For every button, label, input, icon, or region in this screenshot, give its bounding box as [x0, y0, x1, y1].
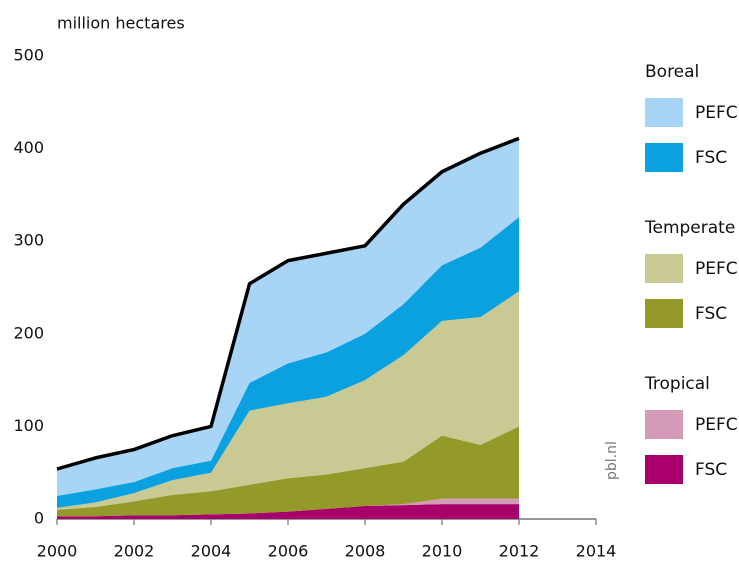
x-tick-label: 2004	[191, 542, 232, 561]
legend-label: PEFC	[695, 415, 738, 435]
x-tick-label: 2012	[499, 542, 540, 561]
y-axis-label: million hectares	[57, 14, 185, 33]
legend-group: Tropical	[644, 374, 710, 394]
x-tick-label: 2006	[268, 542, 309, 561]
y-tick-label: 500	[13, 46, 44, 65]
y-tick-label: 100	[13, 416, 44, 435]
x-tick-label: 2014	[576, 542, 617, 561]
area	[57, 291, 519, 510]
legend-swatch	[645, 143, 683, 172]
legend-label: PEFC	[695, 259, 738, 279]
area	[57, 498, 519, 517]
legend-swatch	[645, 455, 683, 484]
y-tick-label: 300	[13, 231, 44, 250]
x-tick-label: 2008	[345, 542, 386, 561]
total-outline	[56, 136, 520, 471]
y-tick-label: 400	[13, 138, 44, 157]
area	[57, 426, 519, 517]
area	[57, 138, 519, 496]
legend-group: Boreal	[645, 62, 699, 82]
x-tick-label: 2002	[114, 542, 155, 561]
legend-label: FSC	[695, 148, 727, 168]
legend-label: FSC	[695, 304, 727, 324]
legend-swatch	[645, 254, 683, 283]
legend-swatch	[645, 98, 683, 127]
legend-label: FSC	[695, 460, 727, 480]
legend-swatch	[645, 299, 683, 328]
legend-label: PEFC	[695, 103, 738, 123]
y-tick-label: 200	[13, 323, 44, 342]
x-tick-label: 2000	[37, 542, 78, 561]
legend-swatch	[645, 410, 683, 439]
legend-group: Temperate	[644, 218, 735, 238]
x-tick-label: 2010	[422, 542, 463, 561]
watermark: pbl.nl	[604, 441, 620, 480]
y-tick-label: 0	[34, 509, 44, 528]
